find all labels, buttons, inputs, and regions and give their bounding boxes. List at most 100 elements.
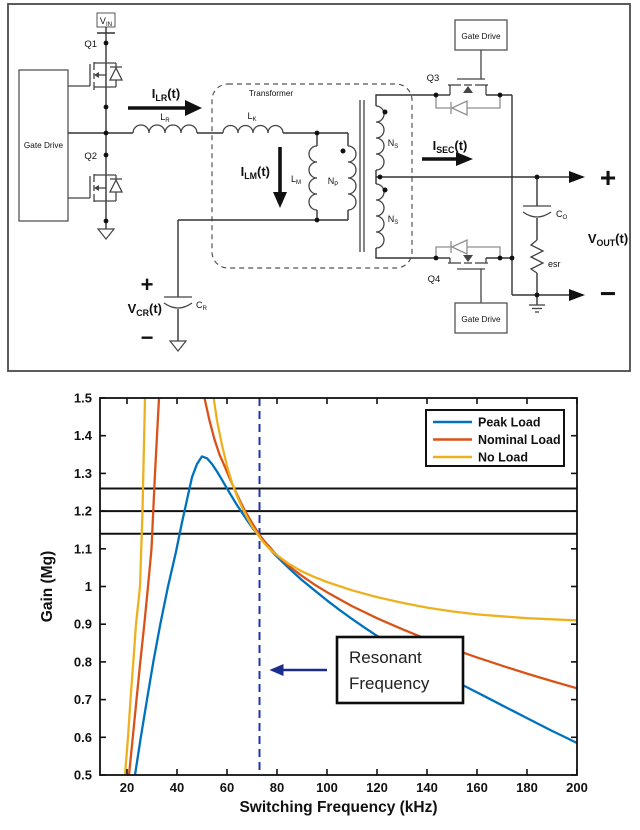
- x-tick-label: 120: [366, 780, 388, 795]
- legend: Peak Load Nominal Load No Load: [425, 409, 565, 467]
- vout-label: VOUT(t): [588, 231, 628, 248]
- x-tick-label: 100: [316, 780, 338, 795]
- capacitor-co-icon: [522, 205, 552, 218]
- ns-upper-lead-wire: [375, 94, 436, 106]
- y-tick-label: 1.2: [74, 504, 92, 519]
- output-filter-branch: CO esr: [522, 177, 568, 295]
- primary-ground-icon: [96, 221, 116, 240]
- cr-ground-icon: [168, 340, 188, 352]
- y-tick-label: 1.5: [74, 391, 92, 406]
- vcr-plus-sign: +: [141, 272, 154, 297]
- gate-drive-q4-label: Gate Drive: [461, 315, 501, 324]
- transformer-dashed-box: [211, 83, 413, 269]
- ilr-current-arrow: ILR(t): [128, 86, 202, 116]
- y-tick-label: 1.4: [74, 428, 93, 443]
- ns-lower-lead-wire: [375, 248, 436, 259]
- ilm-label: ILM(t): [241, 164, 270, 181]
- vin-label: VIN: [100, 16, 112, 28]
- output-positive-rail: +: [376, 162, 616, 193]
- q3-body-diode-icon: [435, 95, 501, 117]
- x-tick-label: 180: [516, 780, 538, 795]
- output-ground-icon: [529, 295, 545, 313]
- capacitor-cr-icon: [163, 296, 193, 309]
- ilr-label: ILR(t): [152, 86, 180, 103]
- isec-label: ISEC(t): [433, 138, 468, 155]
- legend-label: Nominal Load: [478, 433, 561, 447]
- primary-winding-np: NP: [328, 133, 357, 220]
- x-tick-label: 40: [170, 780, 184, 795]
- junction-dots: [103, 40, 540, 298]
- circuit-border: [7, 3, 631, 372]
- y-tick-label: 0.8: [74, 654, 92, 669]
- output-negative-rail: −: [512, 278, 616, 309]
- ns-lower-phase-dot: [382, 187, 388, 193]
- output-minus-sign: −: [600, 278, 616, 309]
- legend-label: No Load: [478, 451, 528, 465]
- transformer-core-icon: [359, 100, 365, 252]
- q1-label: Q1: [84, 39, 97, 50]
- lk-label: LK: [247, 111, 256, 123]
- vin-source: VIN: [96, 12, 116, 34]
- q4-body-diode-icon: [435, 238, 501, 258]
- ns-upper-label: NS: [388, 138, 399, 150]
- ilm-current-arrow: ILM(t): [241, 147, 287, 208]
- np-label: NP: [328, 176, 339, 188]
- y-tick-label: 0.7: [74, 692, 92, 707]
- cr-label: CR: [196, 300, 208, 312]
- y-tick-label: 1.1: [74, 541, 92, 556]
- lm-label: LM: [291, 174, 301, 186]
- resonant-capacitor-branch: CR + VCR(t) −: [128, 220, 208, 352]
- y-tick-label: 0.6: [74, 730, 92, 745]
- y-tick-label: 0.9: [74, 617, 92, 632]
- output-plus-sign: +: [600, 162, 616, 193]
- mosfet-q1: Q1: [68, 39, 124, 90]
- annotation-text-line: Frequency: [349, 674, 430, 693]
- x-tick-label: 160: [466, 780, 488, 795]
- secondary-winding-ns-upper: NS: [375, 105, 399, 171]
- mosfet-q2: Q2: [68, 151, 124, 202]
- vcr-minus-sign: −: [141, 325, 154, 350]
- gate-drive-left-label: Gate Drive: [24, 141, 64, 150]
- x-tick-label: 200: [566, 780, 588, 795]
- q3-label: Q3: [427, 73, 440, 84]
- q1-body-arrow-icon: [94, 72, 99, 78]
- gain-vs-frequency-chart: 20 40 60 80 100 120 140 160 180 200 0.5 0.6 0.7 0.8 0.…: [39, 391, 588, 817]
- q1-body-diode-icon: [108, 63, 124, 87]
- x-tick-label: 80: [270, 780, 284, 795]
- esr-label: esr: [548, 259, 561, 269]
- secondary-winding-ns-lower: NS: [375, 183, 399, 249]
- inductor-lk: LK: [222, 111, 284, 134]
- esr-resistor-icon: [529, 239, 545, 274]
- q3-body-arrow-icon: [463, 86, 473, 93]
- legend-label: Peak Load: [478, 416, 541, 430]
- gate-drive-q3: Gate Drive: [454, 19, 508, 51]
- inductor-lm: LM: [291, 133, 318, 220]
- series-no-load: [123, 398, 577, 775]
- x-tick-label: 140: [416, 780, 438, 795]
- lr-label: LR: [160, 112, 170, 124]
- transformer-label: Transformer: [249, 89, 294, 98]
- vcr-label: VCR(t): [128, 301, 162, 318]
- co-label: CO: [556, 209, 568, 221]
- y-tick-label: 1: [85, 579, 92, 594]
- q2-label: Q2: [84, 151, 97, 162]
- ns-upper-phase-dot: [382, 109, 388, 115]
- q4-label: Q4: [428, 274, 441, 285]
- q4-body-arrow-icon: [463, 255, 473, 262]
- plus-rail-arrow-icon: [569, 171, 585, 183]
- inductor-lr: LR: [132, 112, 198, 134]
- gate-drive-left: Gate Drive: [18, 69, 69, 222]
- llc-converter-circuit-diagram: VIN Gate Drive Q1 Q2: [7, 3, 631, 372]
- y-tick-label: 0.5: [74, 768, 92, 783]
- y-tick-label: 1.3: [74, 466, 92, 481]
- annotation-arrow-head-icon: [269, 664, 284, 676]
- ns-lower-label: NS: [388, 214, 399, 226]
- q2-body-diode-icon: [108, 175, 124, 201]
- minus-rail-arrow-icon: [569, 289, 585, 301]
- q2-body-arrow-icon: [94, 185, 99, 191]
- x-axis-label: Switching Frequency (kHz): [239, 799, 437, 816]
- gate-drive-q4: Gate Drive: [454, 302, 508, 334]
- axis-ticks: 20 40 60 80 100 120 140 160 180 200 0.5 0.6 0.7 0.8 0.…: [74, 391, 588, 796]
- y-axis-label: Gain (Mg): [39, 551, 56, 622]
